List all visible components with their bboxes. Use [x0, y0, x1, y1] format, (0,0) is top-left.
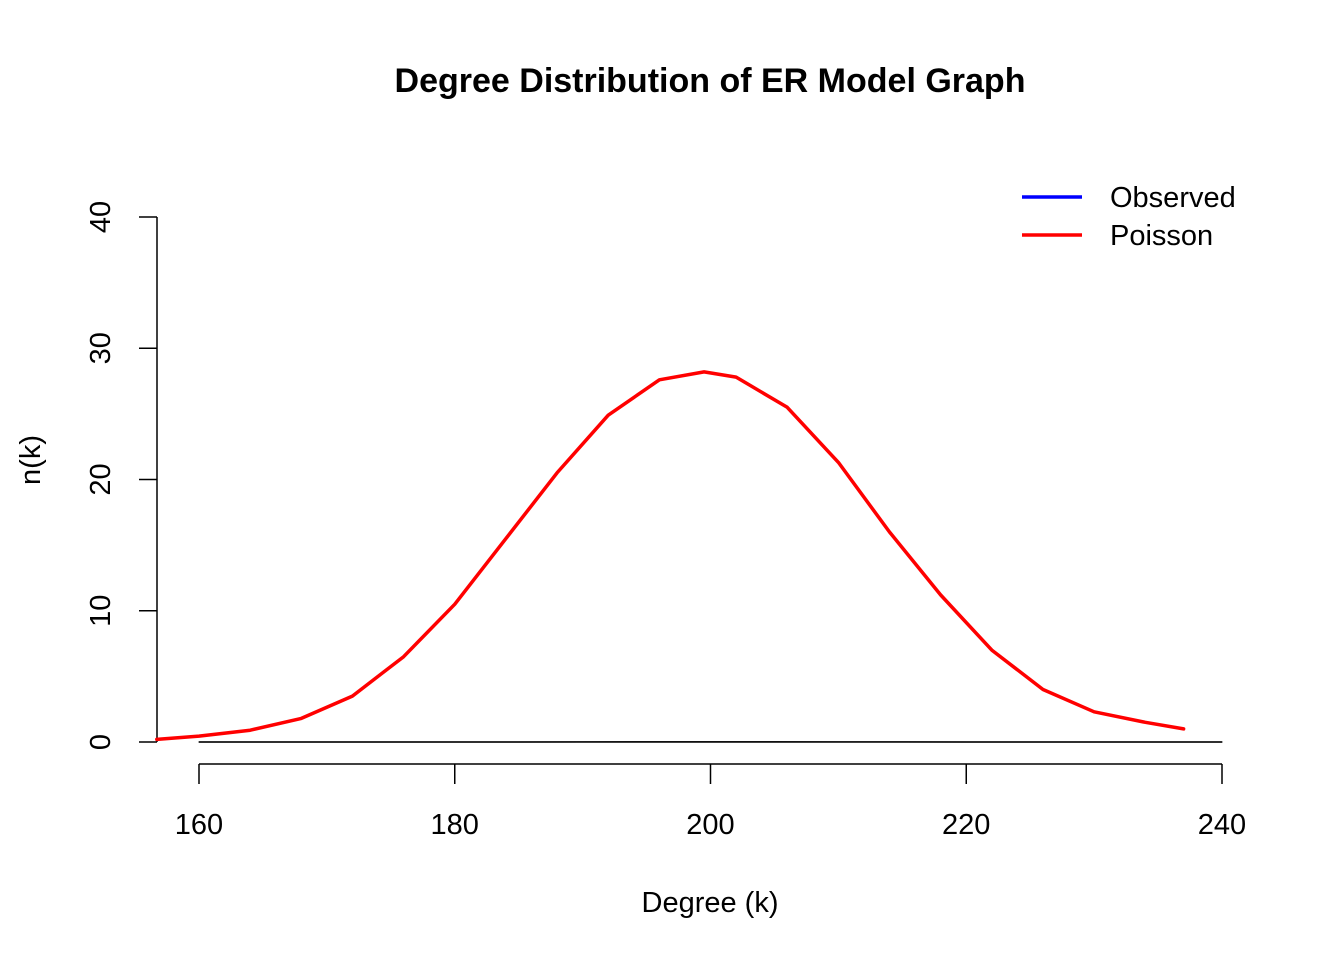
y-tick-label: 0	[85, 734, 117, 750]
x-tick-label: 160	[175, 809, 223, 841]
chart-title: Degree Distribution of ER Model Graph	[395, 62, 1026, 100]
x-axis-label: Degree (k)	[642, 887, 779, 919]
x-tick-label: 220	[942, 809, 990, 841]
x-tick-label: 240	[1198, 809, 1246, 841]
legend-label-poisson: Poisson	[1110, 220, 1213, 252]
y-tick-label: 30	[85, 332, 117, 364]
y-axis-label: n(k)	[15, 435, 47, 485]
legend-label-observed: Observed	[1110, 182, 1236, 214]
y-tick-label: 40	[85, 201, 117, 233]
y-tick-label: 20	[85, 463, 117, 495]
legend: Observed Poisson	[1022, 182, 1236, 252]
y-tick-label: 10	[85, 595, 117, 627]
y-axis: 0 10 20 30 40	[85, 201, 158, 750]
series-layer	[155, 370, 1223, 743]
series-line-poisson	[155, 370, 1186, 742]
x-axis: 160 180 200 220 240	[175, 763, 1246, 841]
x-tick-label: 200	[686, 809, 734, 841]
x-tick-label: 180	[431, 809, 479, 841]
